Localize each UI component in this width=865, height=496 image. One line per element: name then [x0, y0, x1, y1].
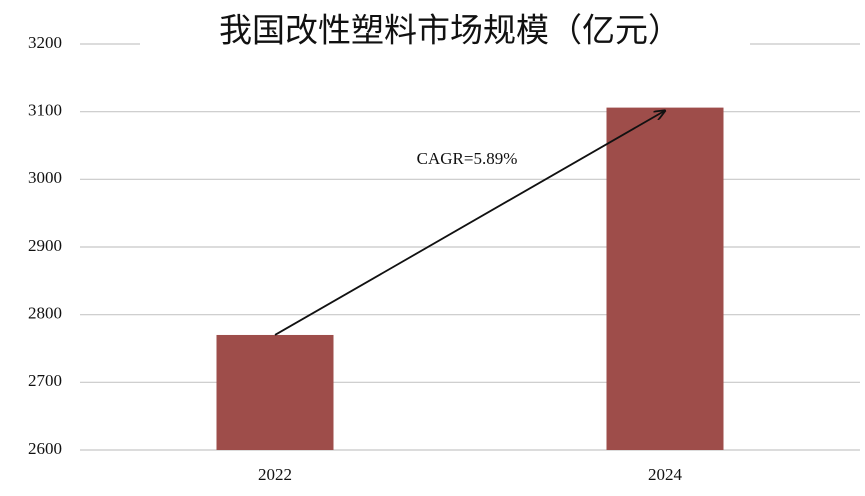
x-tick-label: 2022: [258, 465, 292, 484]
y-tick-label: 2600: [28, 439, 62, 458]
bar: [606, 107, 724, 451]
x-tick-label: 2024: [648, 465, 683, 484]
y-tick-label: 2800: [28, 304, 62, 323]
y-tick-label: 3100: [28, 101, 62, 120]
y-tick-label: 2700: [28, 371, 62, 390]
chart-title: 我国改性塑料市场规模（亿元）: [219, 11, 681, 50]
title-background: [140, 10, 750, 58]
bars: [216, 107, 724, 451]
y-tick-label: 3000: [28, 168, 62, 187]
annotation: CAGR=5.89%: [417, 149, 518, 168]
y-tick-label: 2900: [28, 236, 62, 255]
grid: [80, 43, 860, 451]
y-tick-label: 3200: [28, 33, 62, 52]
trend-arrow: [274, 111, 665, 336]
bar: [216, 334, 334, 450]
